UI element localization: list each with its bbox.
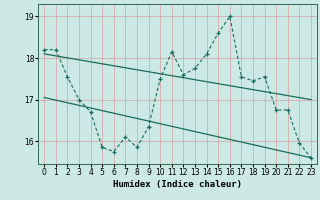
X-axis label: Humidex (Indice chaleur): Humidex (Indice chaleur) <box>113 180 242 189</box>
